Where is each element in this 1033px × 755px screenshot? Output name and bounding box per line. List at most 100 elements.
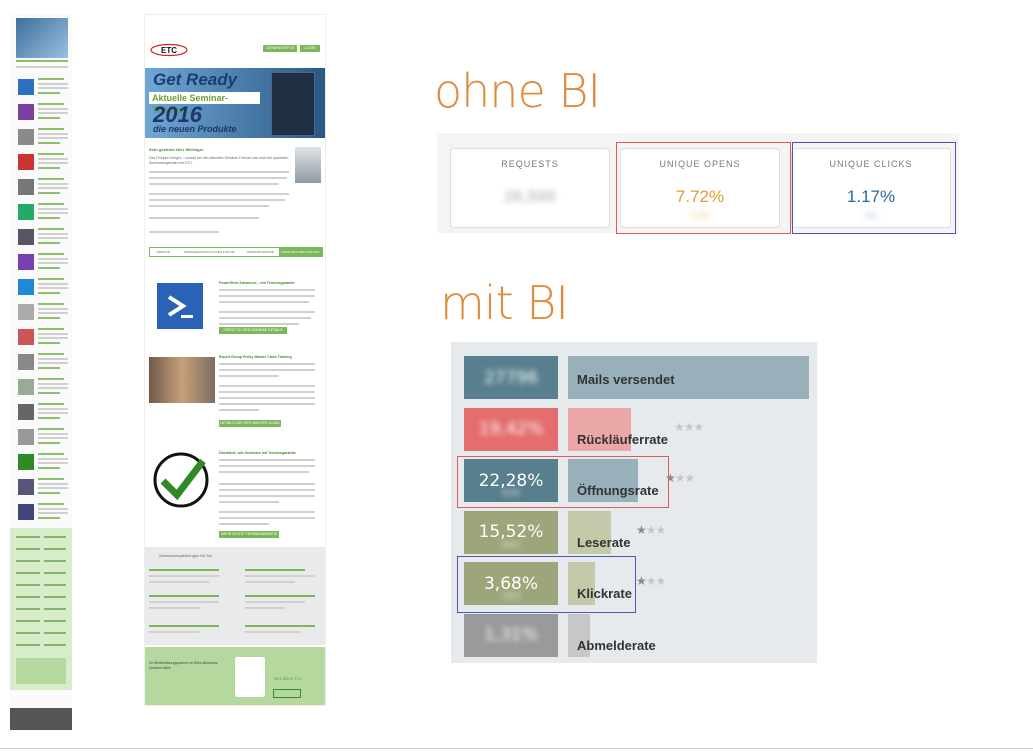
- rating-stars: ★★★: [636, 574, 666, 588]
- recommendations-section: Seminarempfehlungen für Sie: [145, 547, 325, 645]
- article3-title: Überblick: alle Seminare mit Terminegara…: [219, 451, 296, 455]
- bi-metrics-panel: 27796 Mails versendet 19,42% Rückläuferrate…: [451, 342, 817, 663]
- thumb-divider: [16, 66, 68, 68]
- nav-tab-recommendations[interactable]: SEMINARENPFEHLUNGEN FÜR SIE: [183, 250, 235, 254]
- footer-button[interactable]: [273, 689, 301, 698]
- metric-value-box: 1,31%: [464, 613, 558, 657]
- thumbnail-text-line: [38, 267, 60, 269]
- thumbnail-text-line: [38, 308, 68, 310]
- nav-tab-seminar-dates[interactable]: SEMINARTERMINE: [246, 250, 274, 254]
- header-button-lernenstep[interactable]: LERNENSTEP-ID: [263, 45, 297, 52]
- thumbnail-image: [18, 154, 34, 170]
- author-photo: [295, 147, 321, 183]
- bi-row: 19,42% Rückläuferrate ★★★: [451, 407, 817, 451]
- email-footer: Ihr Weiterbildungspartner im Wien-Busine…: [145, 647, 325, 705]
- metric-value: 15,52%: [478, 522, 544, 542]
- thumbnail-text-line: [38, 303, 64, 305]
- metric-label: Klickrate: [577, 586, 632, 601]
- thumbnail-text-line: [38, 412, 68, 414]
- checkmark-icon: [149, 451, 213, 509]
- thumbnail-text-line: [38, 83, 68, 85]
- article1-title: PowerShell Advanced – mit Terminegaranti…: [219, 281, 295, 285]
- thumbnail-text-line: [38, 478, 64, 480]
- metric-bar: [568, 407, 631, 451]
- thumbnail-row: [10, 226, 72, 250]
- article1-button[interactable]: DIREKT ZU DEN SEMINAR DETAILS: [219, 327, 287, 334]
- thumbnail-text-line: [38, 187, 68, 189]
- rating-stars: ★★★: [665, 471, 695, 485]
- thumbnail-image: [18, 279, 34, 295]
- thumbnail-text-line: [38, 378, 64, 380]
- header-button-login[interactable]: LOGIN: [300, 45, 320, 52]
- thumbnail-row: [10, 451, 72, 475]
- thumbnail-text-line: [38, 158, 68, 160]
- thumbnail-text-line: [38, 92, 60, 94]
- thumbnail-text-line: [38, 353, 64, 355]
- article3-button[interactable]: MEHR ZU ETC TERMINGARANTIE: [219, 531, 279, 538]
- thumbnail-text-line: [38, 183, 68, 185]
- thumbnail-footer: [10, 528, 72, 690]
- metric-bar: [568, 356, 809, 399]
- nav-tab-website[interactable]: WEBSITE: [156, 250, 171, 254]
- thumbnail-text-line: [38, 503, 64, 505]
- star-icon: ★: [693, 419, 705, 434]
- thumbnail-image: [18, 454, 34, 470]
- metric-value: 1,31%: [483, 625, 538, 645]
- thumbnail-image: [18, 479, 34, 495]
- metric-label: Leserate: [577, 534, 631, 550]
- metric-bar: [568, 613, 590, 657]
- metric-label: Rückläuferrate: [577, 431, 669, 447]
- requests-label: REQUESTS: [501, 159, 559, 169]
- metric-label: Abmelderate: [577, 637, 656, 653]
- thumbnail-text-line: [38, 117, 60, 119]
- thumbnail-text-line: [38, 258, 68, 260]
- metric-label: Mails versendet: [577, 372, 675, 387]
- metric-value-box: 19,42%: [464, 407, 558, 451]
- thumbnail-text-line: [38, 492, 60, 494]
- rating-stars: ★★★: [636, 523, 666, 537]
- thumbnail-text-line: [38, 312, 68, 314]
- greeting: Sehr geehrter Herr Wellinger: [149, 147, 204, 152]
- thumbnail-text-line: [38, 262, 68, 264]
- server-rack-image: [271, 72, 315, 136]
- thumbnail-text-line: [38, 462, 68, 464]
- thumbnail-text-line: [38, 442, 60, 444]
- thumbnail-image: [18, 504, 34, 520]
- thumbnail-text-line: [38, 153, 64, 155]
- thumbnail-text-line: [38, 333, 68, 335]
- thumbnail-text-line: [38, 287, 68, 289]
- thumbnail-row: [10, 401, 72, 425]
- thumbnail-image: [18, 429, 34, 445]
- thumbnail-row: [10, 351, 72, 375]
- thumbnail-text-line: [38, 328, 64, 330]
- thumbnail-text-line: [38, 408, 68, 410]
- thumbnail-text-line: [38, 178, 64, 180]
- thumbnail-text-line: [38, 458, 68, 460]
- thumbnail-text-line: [38, 437, 68, 439]
- thumbnail-text-line: [38, 283, 68, 285]
- thumbnail-bottom-bar: [10, 708, 72, 730]
- thumbnail-row: [10, 501, 72, 525]
- thumbnail-row: [10, 176, 72, 200]
- metric-sub-value: 4317: [502, 540, 520, 549]
- thumbnail-text-line: [38, 212, 68, 214]
- rating-stars: ★★★: [674, 419, 705, 434]
- unique-opens-value: 7.72%: [675, 187, 725, 206]
- thumbnail-text-line: [38, 392, 60, 394]
- thumbnail-text-line: [38, 508, 68, 510]
- nav-tab-contact[interactable]: PERSÖNLICHER KONTAKT: [279, 248, 322, 256]
- metric-sub-value: 6193: [502, 489, 520, 497]
- star-icon: ★: [636, 574, 647, 588]
- thumbnail-row: [10, 201, 72, 225]
- thumbnail-text-line: [38, 203, 64, 205]
- metric-value-box: 3,68% 1023: [464, 562, 558, 605]
- email-newsletter-preview: ETC LERNENSTEP-ID LOGIN Get Ready Aktuel…: [144, 14, 326, 706]
- bottom-divider: [0, 748, 1033, 749]
- banner-subtitle: Aktuelle Seminar-Themen: [149, 92, 260, 115]
- thumbnail-text-line: [38, 217, 60, 219]
- thumbnail-image: [18, 204, 34, 220]
- article2-button[interactable]: DETAILS ZUR GPO MASTER CLASS: [219, 420, 281, 427]
- thumbnail-text-line: [38, 133, 68, 135]
- thumbnail-image: [18, 304, 34, 320]
- bi-row: 1,31% Abmelderate: [451, 613, 817, 657]
